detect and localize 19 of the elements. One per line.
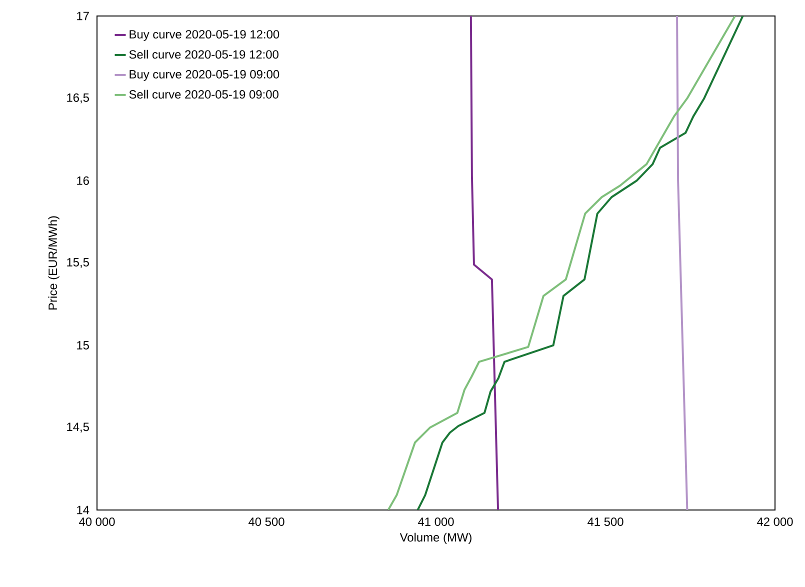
y-axis-title: Price (EUR/MWh) [48,216,60,310]
y-tick-label: 15 [77,341,89,350]
x-tick-label: 41 500 [588,518,624,526]
legend-label: Sell curve 2020-05-19 12:00 [129,50,278,59]
x-tick-label: 42 000 [757,518,793,526]
legend-label: Buy curve 2020-05-19 12:00 [130,30,280,41]
line-series [470,16,500,510]
y-tick-label: 16,5 [67,93,89,104]
y-tick-label: 16 [77,176,89,185]
x-tick-label: 40 000 [79,518,115,526]
legend-label: Sell curve 2020-05-19 09:00 [129,90,278,99]
x-tick-label: 40 500 [248,518,284,526]
x-axis-title: Volume (MW) [400,532,472,544]
y-tick-label: 14 [77,506,90,514]
y-tick-label: 15,5 [67,258,89,268]
legend-label: Buy curve 2020-05-19 09:00 [130,70,280,81]
y-tick-label: 14,5 [67,422,89,433]
x-tick-label: 41 000 [418,518,454,526]
y-tick-label: 17 [77,12,89,20]
